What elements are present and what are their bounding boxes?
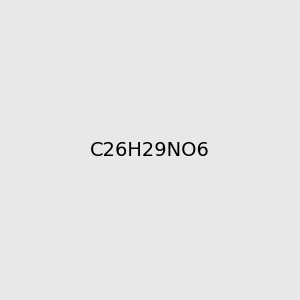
Text: C26H29NO6: C26H29NO6 (90, 140, 210, 160)
